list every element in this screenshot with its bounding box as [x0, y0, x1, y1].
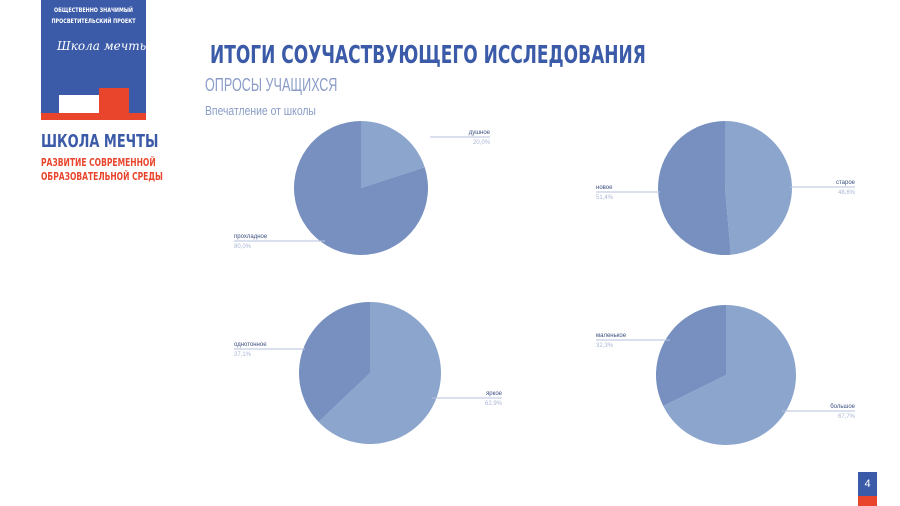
slice-value: 51,4%	[596, 195, 614, 201]
page-subtitle: ОПРОСЫ УЧАЩИХСЯ	[205, 75, 338, 95]
pie-slice-яркое	[318, 302, 441, 444]
slice-value: 20,0%	[473, 140, 491, 146]
page-accent	[858, 496, 877, 506]
logo-base	[41, 113, 146, 120]
slice-label: старое	[836, 180, 856, 186]
pie-slice-душное	[361, 121, 425, 188]
pie-slice-прохладное	[293, 121, 428, 255]
page-title: ИТОГИ СОУЧАСТВУЮЩЕГО ИССЛЕДОВАНИЯ	[210, 40, 646, 69]
slice-value: 32,3%	[596, 343, 614, 349]
logo-line1: ОБЩЕСТВЕННО ЗНАЧИМЫЙ	[54, 6, 133, 14]
logo-line2: ПРОСВЕТИТЕЛЬСКИЙ ПРОЕКТ	[51, 17, 136, 25]
pie-slice-старое	[725, 121, 793, 255]
slice-value: 67,7%	[838, 414, 856, 420]
building-red-icon	[99, 88, 129, 113]
logo-line1-text: ОБЩЕСТВЕННО ЗНАЧИМЫЙ	[54, 6, 133, 14]
slice-value: 48,6%	[838, 190, 856, 196]
slice-label: однотонное	[234, 342, 267, 348]
slice-value: 37,1%	[234, 352, 252, 358]
brand-sub1: РАЗВИТИЕ СОВРЕМЕННОЙ	[41, 157, 156, 169]
slice-value: 80,0%	[234, 244, 252, 250]
pie-slice-большое	[663, 305, 796, 445]
brand-sub2: ОБРАЗОВАТЕЛЬНОЙ СРЕДЫ	[41, 171, 163, 183]
slice-label: душное	[469, 130, 491, 136]
building-icon	[59, 95, 99, 113]
slice-label: новое	[596, 185, 613, 191]
slice-label: прохладное	[234, 234, 268, 240]
page-number: 4	[858, 472, 877, 496]
slice-label: яркое	[486, 391, 503, 397]
chart-caption: Впечатление от школы	[205, 103, 316, 118]
slice-label: маленькое	[596, 333, 627, 339]
project-logo: ОБЩЕСТВЕННО ЗНАЧИМЫЙ ПРОСВЕТИТЕЛЬСКИЙ ПР…	[41, 0, 150, 120]
pie-slice-однотонное	[298, 302, 370, 422]
slice-value: 62,9%	[485, 401, 503, 407]
slice-label: большое	[830, 404, 855, 410]
brand-name: ШКОЛА МЕЧТЫ	[41, 131, 159, 152]
logo-script: Школа мечты	[57, 39, 150, 53]
pie-slice-маленькое	[655, 305, 726, 406]
logo-line2-text: ПРОСВЕТИТЕЛЬСКИЙ ПРОЕКТ	[51, 17, 136, 25]
pie-slice-новое	[658, 121, 731, 255]
